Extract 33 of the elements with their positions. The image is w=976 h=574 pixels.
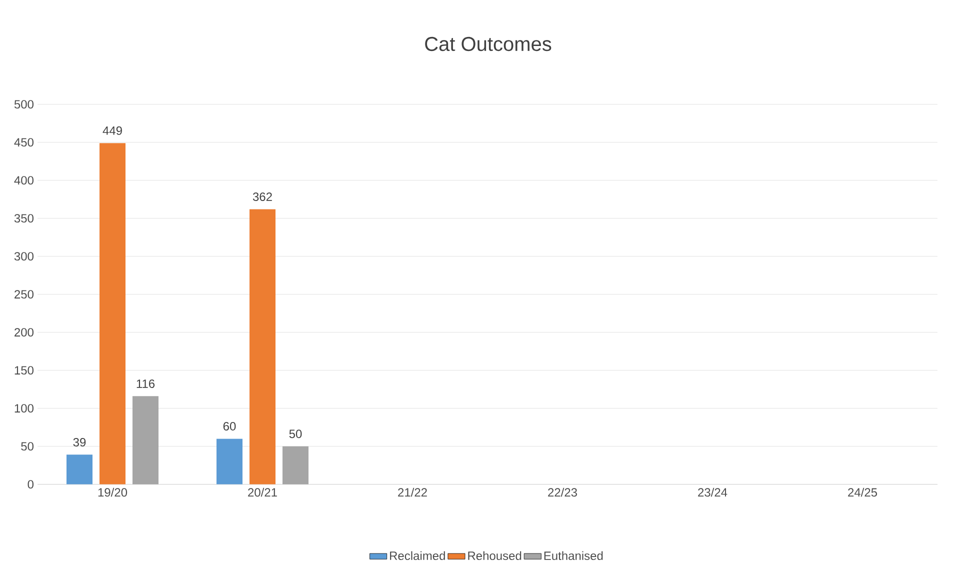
data-label: 116 (136, 379, 155, 388)
y-tick-label: 100 (14, 404, 34, 413)
y-tick-label: 200 (14, 328, 34, 337)
data-label: 362 (252, 192, 272, 201)
data-label: 449 (102, 126, 122, 135)
x-tick-label: 23/24 (698, 488, 728, 497)
y-tick-label: 350 (14, 214, 34, 223)
y-tick-label: 450 (14, 138, 34, 147)
bar (250, 209, 276, 484)
y-tick-label: 50 (21, 442, 34, 451)
x-tick-label: 22/23 (548, 488, 577, 497)
bar (66, 454, 93, 484)
data-label: 39 (73, 438, 86, 446)
legend-label: Reclaimed (390, 551, 445, 560)
data-label: 60 (223, 422, 236, 431)
bar (282, 446, 309, 484)
y-tick-label: 400 (14, 176, 34, 185)
y-tick-label: 500 (14, 100, 34, 109)
data-label: 50 (289, 430, 302, 438)
legend-label: Euthanised (544, 551, 603, 560)
x-tick-label: 21/22 (398, 488, 427, 497)
y-tick-label: 150 (14, 366, 34, 375)
bar (132, 396, 159, 484)
bar (216, 438, 243, 484)
x-tick-label: 19/20 (98, 488, 128, 497)
legend-label: Rehoused (468, 551, 522, 560)
y-tick-label: 0 (28, 480, 34, 489)
y-tick-label: 300 (14, 252, 34, 261)
bar (100, 143, 126, 484)
y-tick-label: 250 (14, 290, 34, 299)
x-tick-label: 20/21 (248, 488, 277, 497)
chart-title: Cat Outcomes (425, 36, 552, 52)
x-tick-label: 24/25 (848, 488, 878, 497)
